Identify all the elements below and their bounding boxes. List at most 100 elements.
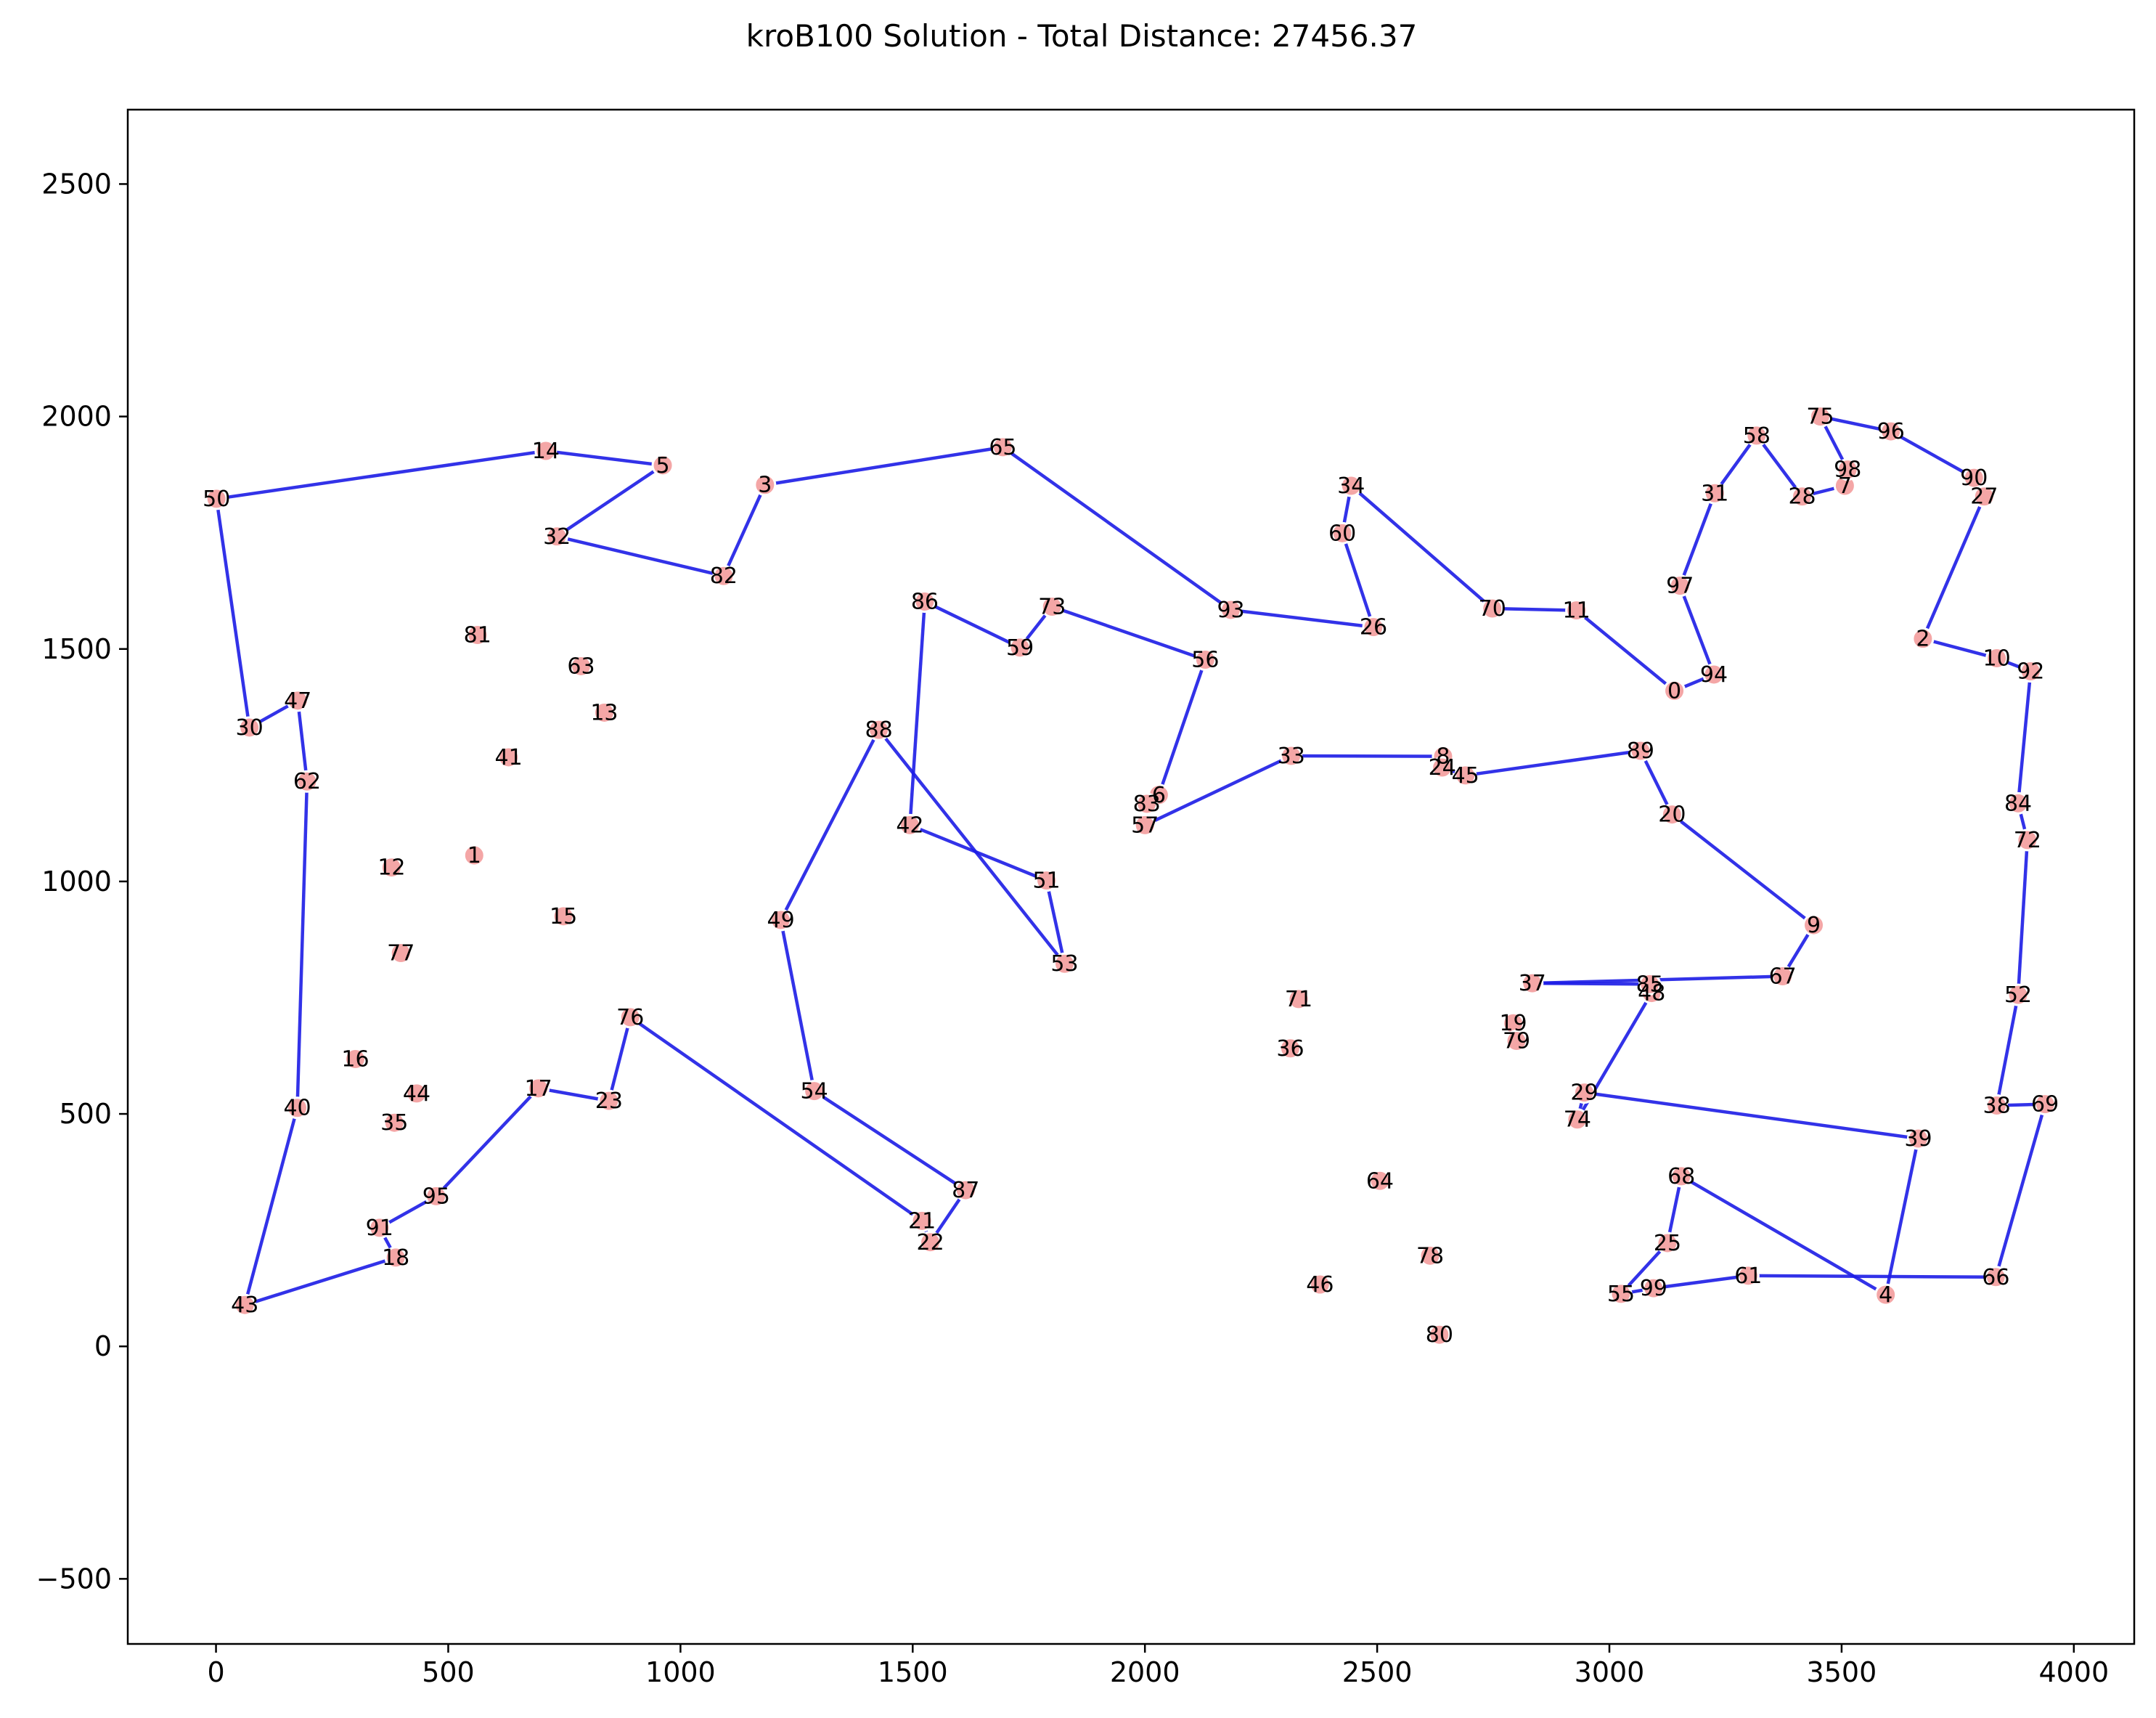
city-node-94 (1702, 663, 1726, 686)
tour-edge-14-5 (545, 449, 663, 468)
tour-edge-58-28 (1755, 434, 1804, 498)
city-node-54 (803, 1080, 826, 1103)
y-tick-label: 0 (94, 1330, 112, 1362)
tour-edge-21-76 (629, 1016, 923, 1223)
city-label-73: 73 (1038, 594, 1066, 619)
city-label-12: 12 (377, 855, 405, 881)
city-node-52 (2006, 983, 2030, 1006)
city-label-31: 31 (1701, 481, 1728, 506)
city-label-69: 69 (2031, 1092, 2059, 1117)
tour-edge-56-73 (1051, 605, 1206, 661)
city-label-64: 64 (1366, 1168, 1394, 1194)
x-tick-label: 500 (422, 1656, 475, 1688)
tour-edge-50-14 (216, 449, 547, 501)
city-label-42: 42 (896, 813, 923, 838)
city-label-14: 14 (532, 439, 560, 464)
city-node-34 (1339, 474, 1363, 497)
city-label-95: 95 (422, 1184, 450, 1209)
city-node-47 (286, 689, 309, 712)
city-node-30 (238, 716, 261, 739)
city-label-16: 16 (341, 1046, 369, 1072)
city-label-98: 98 (1834, 457, 1861, 483)
city-label-40: 40 (283, 1096, 311, 1121)
city-label-20: 20 (1658, 802, 1686, 828)
tour-edge-88-49 (779, 729, 881, 921)
city-node-50 (205, 487, 228, 510)
tour-edge-49-54 (779, 919, 816, 1092)
city-node-4 (1874, 1283, 1898, 1306)
city-label-18: 18 (382, 1245, 409, 1271)
city-node-23 (597, 1089, 621, 1112)
tour-edge-39-29 (1584, 1091, 1919, 1141)
city-label-32: 32 (543, 524, 571, 550)
city-node-21 (910, 1209, 934, 1232)
y-tick-label: −500 (36, 1563, 112, 1595)
city-node-88 (867, 718, 891, 741)
city-label-66: 66 (1982, 1265, 2009, 1290)
city-node-53 (1053, 952, 1077, 975)
tour-edge-82-3 (722, 484, 767, 577)
city-label-8: 8 (1436, 744, 1450, 770)
x-tick-label: 1500 (878, 1656, 948, 1688)
city-label-49: 49 (767, 908, 794, 933)
city-node-24 (1431, 756, 1454, 779)
city-labels: 0123456789101112131415161718192021222324… (203, 404, 2059, 1348)
y-tick-label: 2500 (41, 168, 112, 200)
city-label-10: 10 (1983, 646, 2011, 672)
city-node-63 (569, 654, 592, 677)
city-node-58 (1745, 424, 1768, 447)
city-label-54: 54 (801, 1079, 828, 1104)
city-node-2 (1911, 627, 1935, 651)
city-label-48: 48 (1638, 981, 1665, 1006)
tour-edge-89-45 (1465, 749, 1641, 778)
city-label-57: 57 (1131, 813, 1159, 838)
city-label-7: 7 (1838, 473, 1852, 499)
city-label-1: 1 (467, 843, 481, 868)
city-label-77: 77 (387, 941, 415, 966)
x-tick-label: 1000 (645, 1656, 716, 1688)
tour-edge-54-87 (813, 1089, 967, 1192)
city-label-55: 55 (1607, 1282, 1635, 1307)
city-node-70 (1481, 597, 1504, 620)
x-axis: 0 500 1000 1500 2000 2500 3000 3500 4000 (207, 1644, 2109, 1688)
city-label-92: 92 (2017, 659, 2044, 684)
tour-edge-93-26 (1230, 608, 1374, 629)
city-node-13 (592, 701, 616, 724)
city-node-84 (2006, 791, 2030, 815)
city-label-71: 71 (1285, 987, 1312, 1012)
city-node-12 (380, 856, 403, 879)
city-node-75 (1808, 405, 1832, 428)
city-node-62 (295, 770, 319, 793)
city-node-86 (913, 590, 936, 613)
tour-edge-33-57 (1144, 754, 1292, 827)
city-label-36: 36 (1276, 1036, 1304, 1062)
city-node-71 (1287, 988, 1310, 1011)
city-node-16 (344, 1047, 367, 1070)
tour-edge-9-20 (1670, 813, 1815, 927)
y-tick-label: 500 (59, 1098, 112, 1130)
tour-edge-59-86 (923, 600, 1021, 649)
city-node-79 (1505, 1030, 1528, 1053)
tour-edge-52-38 (1995, 994, 2020, 1106)
city-label-61: 61 (1734, 1263, 1762, 1289)
city-label-30: 30 (236, 715, 264, 741)
city-label-5: 5 (656, 453, 670, 479)
city-label-91: 91 (366, 1216, 393, 1241)
tour-edge-4-39 (1884, 1138, 1920, 1295)
city-label-75: 75 (1806, 404, 1834, 430)
city-node-76 (618, 1006, 642, 1029)
city-label-17: 17 (525, 1076, 552, 1102)
city-node-31 (1703, 481, 1726, 505)
city-node-5 (651, 454, 674, 477)
tour-edge-96-90 (1890, 430, 1975, 480)
city-node-26 (1362, 616, 1385, 639)
city-node-92 (2019, 659, 2042, 683)
city-node-11 (1565, 599, 1588, 622)
city-label-80: 80 (1426, 1322, 1453, 1348)
x-tick-label: 2000 (1110, 1656, 1180, 1688)
city-label-63: 63 (567, 654, 595, 679)
city-node-59 (1008, 636, 1032, 659)
city-label-65: 65 (989, 435, 1016, 460)
city-label-44: 44 (403, 1081, 430, 1107)
